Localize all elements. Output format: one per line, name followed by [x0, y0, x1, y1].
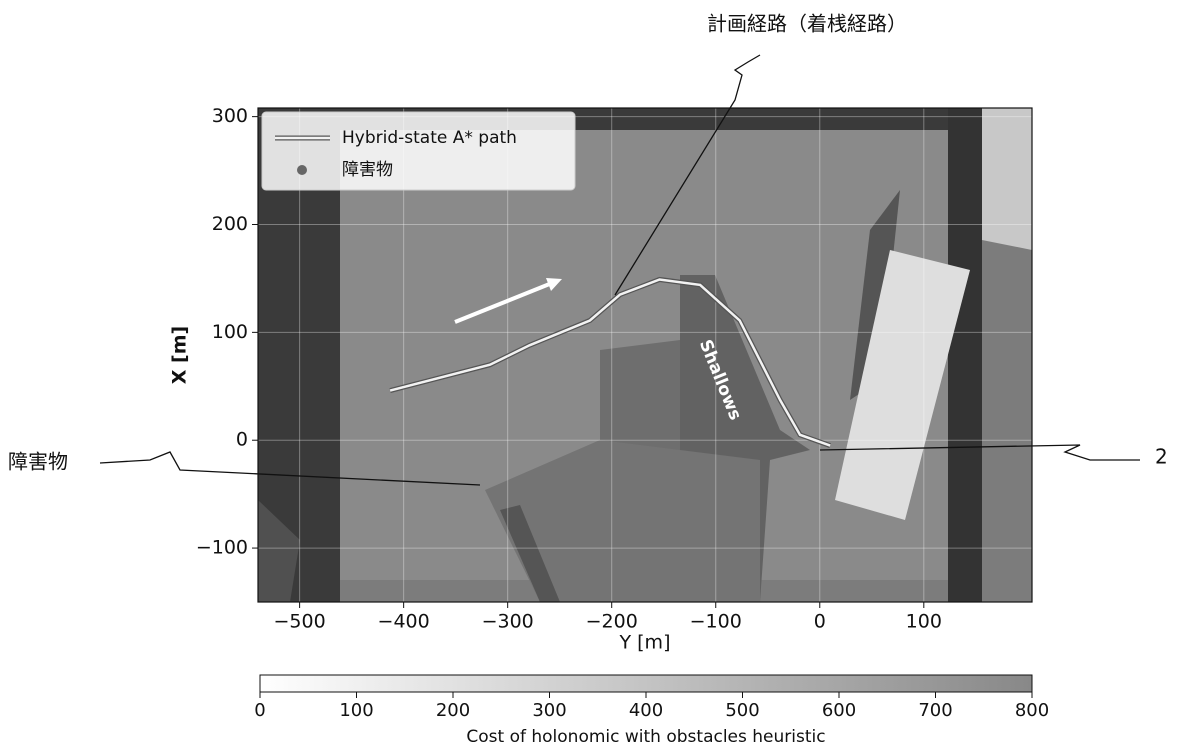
x-tick-label: −400 — [378, 611, 430, 633]
x-axis-label: Y [m] — [619, 632, 671, 654]
y-tick-label: 100 — [212, 321, 248, 343]
legend — [262, 112, 575, 190]
legend-label: 障害物 — [342, 160, 393, 180]
colorbar-tick-label: 400 — [629, 700, 663, 721]
colorbar-tick-label: 800 — [1015, 700, 1049, 721]
y-axis-label: X [m] — [169, 326, 191, 384]
colorbar-tick-label: 100 — [339, 700, 373, 721]
colorbar-tick-label: 600 — [822, 700, 856, 721]
x-tick-label: 0 — [814, 611, 826, 633]
annotation: 2 — [1155, 445, 1168, 469]
colorbar — [260, 675, 1032, 692]
x-tick-label: −300 — [482, 611, 534, 633]
colorbar-tick-label: 300 — [532, 700, 566, 721]
colorbar-tick-label: 500 — [725, 700, 759, 721]
x-tick-label: −100 — [690, 611, 742, 633]
annotation: 障害物 — [8, 450, 68, 474]
y-tick-label: −100 — [196, 537, 248, 559]
y-tick-label: 0 — [236, 429, 248, 451]
y-tick-label: 300 — [212, 105, 248, 127]
legend-marker — [297, 165, 307, 175]
colorbar-tick-label: 0 — [254, 700, 265, 721]
colorbar-tick-label: 700 — [918, 700, 952, 721]
x-tick-label: −500 — [274, 611, 326, 633]
colorbar-tick-label: 200 — [436, 700, 470, 721]
colorbar-label: Cost of holonomic with obstacles heurist… — [466, 727, 825, 747]
annotation: 計画経路（着桟経路） — [707, 12, 907, 36]
x-tick-label: −200 — [586, 611, 638, 633]
x-tick-label: 100 — [906, 611, 942, 633]
figure: Shallows Hybrid-state A* path 障害物 X [m] … — [0, 0, 1179, 749]
y-tick-label: 200 — [212, 213, 248, 235]
legend-label: Hybrid-state A* path — [342, 128, 517, 148]
